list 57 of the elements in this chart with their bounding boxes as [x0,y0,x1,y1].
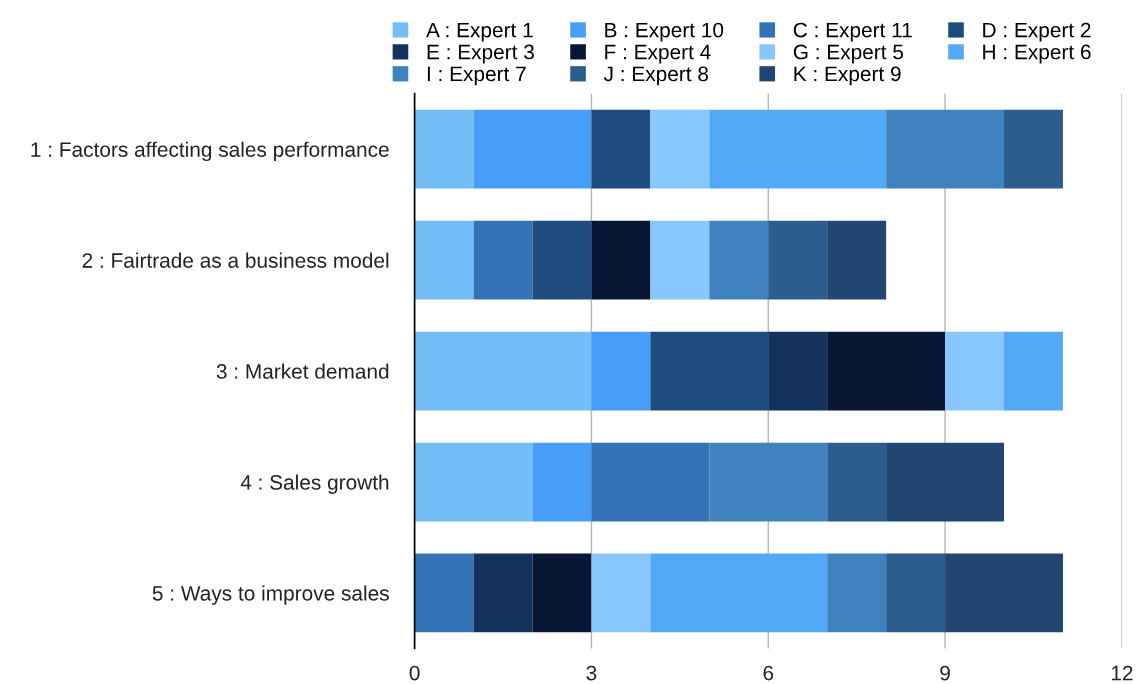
bar [650,109,710,189]
bar [768,220,828,300]
bar [414,442,533,522]
legend-label: K : Expert 9 [794,66,901,86]
x-tick-label: 6 [763,665,774,681]
bar [709,442,828,522]
bar [591,331,651,411]
bar [414,220,474,300]
x-tick-label: 0 [409,665,420,681]
bar [1004,331,1063,411]
bar [886,553,946,633]
legend-label: J : Expert 8 [603,66,709,86]
legend-label: D : Expert 2 [983,22,1091,42]
bar [1004,109,1063,189]
legend-label: C : Expert 11 [793,22,912,42]
legend-label: A : Expert 1 [426,22,533,42]
bar [886,442,1005,522]
bar [886,109,1005,189]
bar [473,553,533,633]
y-tick-label: 4 : Sales growth [240,474,389,494]
bar [945,331,1005,411]
bar [650,331,769,411]
y-tick-label: 3 : Market demand [216,363,389,379]
bar [768,331,828,411]
bar [532,220,592,300]
bar [532,553,592,633]
bar [827,220,887,300]
bar [591,442,710,522]
bar [414,109,474,189]
legend-label: H : Expert 6 [983,44,1091,64]
bar [827,553,887,633]
legend-label: B : Expert 10 [605,22,724,42]
bar [473,109,592,189]
bar [591,220,651,300]
legend-label: F : Expert 4 [605,44,711,64]
legend-label: E : Expert 3 [427,44,534,64]
bar [945,553,1063,633]
legend-label: I : Expert 7 [427,66,526,86]
y-tick-label: 1 : Factors affecting sales performance [31,141,389,162]
bar [414,331,592,411]
y-tick-label: 2 : Fairtrade as a business model [82,252,389,268]
bar [414,553,474,633]
y-tick-label: 5 : Ways to improve sales [152,585,389,605]
x-tick-label: 9 [940,665,950,681]
bar [473,220,533,300]
x-tick-label: 12 [1111,665,1133,681]
bar [827,442,887,522]
bar [650,553,828,633]
x-tick-label: 3 [586,665,597,681]
bar [709,220,769,300]
bar [532,442,592,522]
bar [650,220,710,300]
bar [827,331,946,411]
bar [591,553,651,633]
bar [591,109,651,189]
bar [709,109,887,189]
legend-label: G : Expert 5 [793,44,904,64]
